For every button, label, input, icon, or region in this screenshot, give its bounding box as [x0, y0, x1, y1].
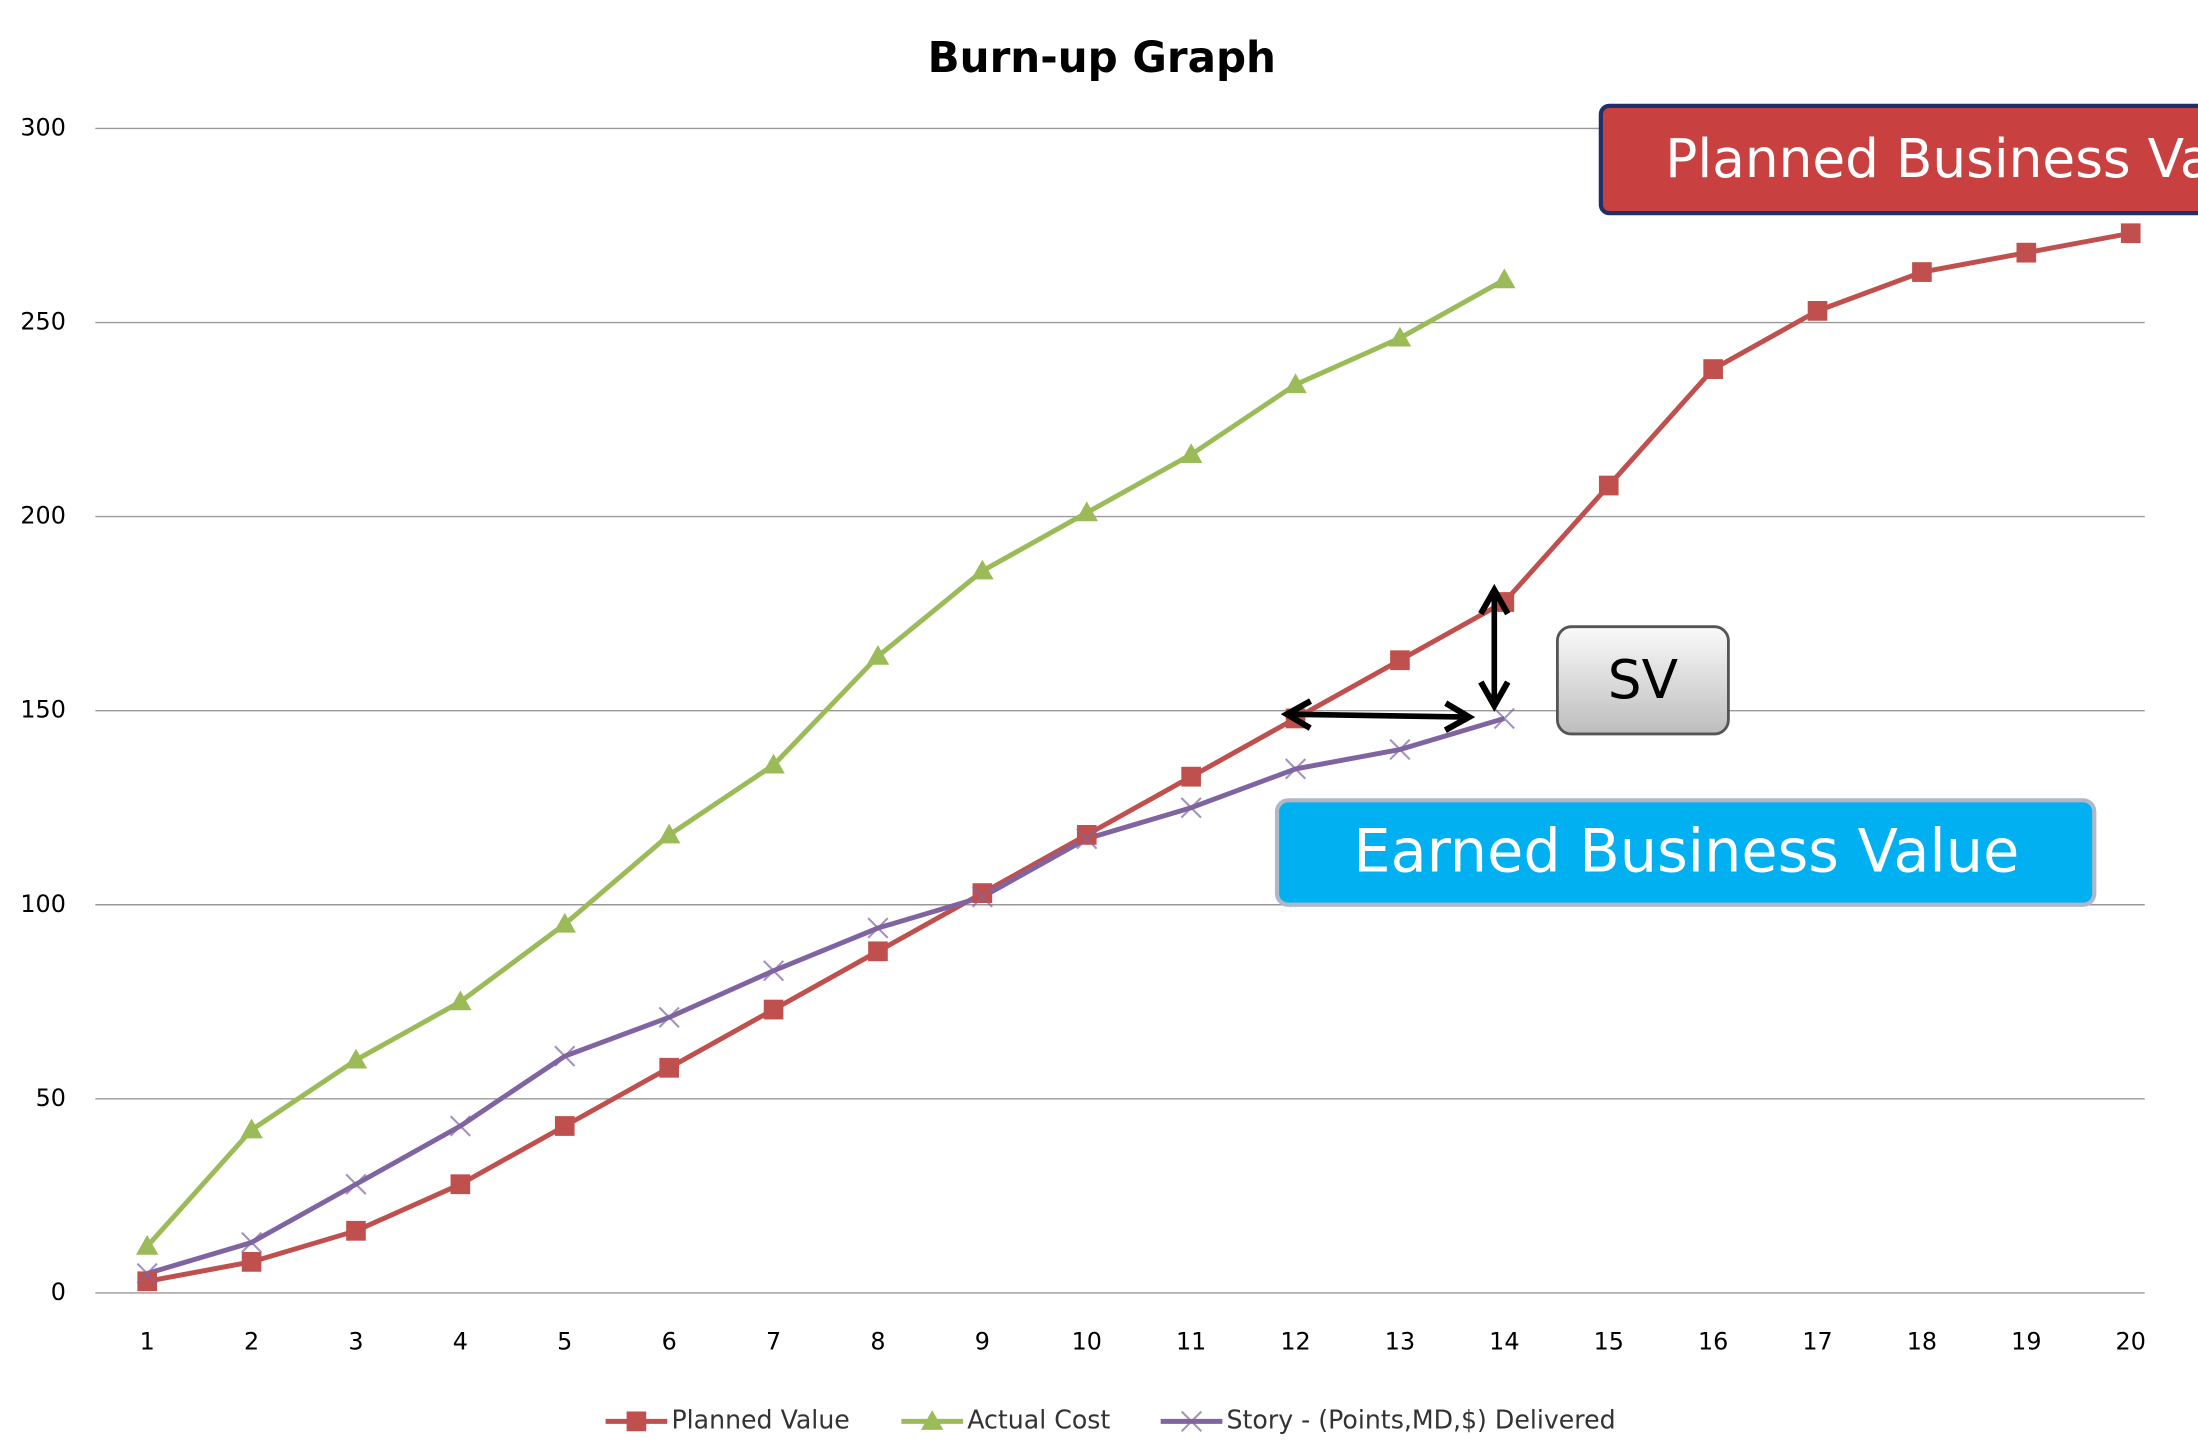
marker: [659, 1057, 679, 1078]
legend-item: Story - (Points,MD,$) Delivered: [1160, 1405, 1616, 1434]
marker: [136, 1262, 158, 1285]
x-tick-label: 19: [2011, 1327, 2041, 1355]
annotation-box: [1598, 103, 2198, 216]
marker: [241, 1231, 263, 1254]
marker: [1180, 797, 1202, 819]
series-line: [145, 277, 1506, 1248]
legend-label: Planned Value: [671, 1405, 849, 1434]
marker: [450, 1174, 471, 1195]
x-tick-label: 20: [2116, 1327, 2146, 1355]
marker: [1390, 650, 1410, 671]
x-tick-label: 17: [1802, 1327, 1832, 1355]
marker: [1388, 326, 1412, 347]
y-tick-label: 200: [20, 502, 65, 530]
x-tick-label: 9: [975, 1327, 990, 1355]
marker: [554, 1045, 576, 1067]
marker: [1912, 262, 1932, 282]
x-tick-label: 15: [1594, 1327, 1624, 1355]
marker: [657, 823, 681, 844]
annotation: SV: [1608, 648, 1679, 711]
marker: [553, 912, 576, 933]
marker: [1493, 268, 1516, 289]
series-line: [146, 716, 1506, 1276]
marker: [1075, 501, 1098, 522]
legend-item: Actual Cost: [901, 1405, 1110, 1434]
x-tick-label: 5: [557, 1327, 572, 1355]
marker: [971, 559, 994, 580]
y-tick-label: 250: [20, 307, 65, 335]
marker: [1076, 828, 1098, 850]
y-tick-label: 100: [20, 890, 65, 918]
annotation-box: [1274, 798, 2097, 907]
marker: [1076, 825, 1097, 845]
marker: [658, 1006, 680, 1028]
x-tick-label: 11: [1176, 1327, 1206, 1355]
legend: Planned Value Actual Cost Story - (Points,…: [605, 1405, 1616, 1434]
y-tick-label: 50: [36, 1084, 66, 1112]
marker: [135, 1235, 159, 1255]
marker: [1389, 738, 1411, 761]
x-tick-label: 12: [1280, 1327, 1310, 1355]
x-tick-label: 14: [1489, 1327, 1519, 1355]
legend-label: Story - (Points,MD,$) Delivered: [1227, 1405, 1616, 1434]
marker: [241, 1251, 262, 1272]
annotation: Earned Business Value: [1353, 816, 2019, 885]
x-tick-label: 16: [1698, 1327, 1728, 1355]
marker: [971, 886, 993, 908]
marker: [554, 1116, 575, 1136]
marker: [137, 1271, 157, 1292]
y-tick-label: 300: [20, 113, 65, 141]
marker: [972, 883, 993, 903]
x-tick-label: 7: [766, 1327, 781, 1355]
y-tick-label: 150: [20, 696, 65, 724]
marker: [2120, 223, 2141, 244]
x-tick-label: 13: [1385, 1327, 1415, 1355]
marker: [1807, 300, 1828, 321]
marker: [1494, 592, 1515, 612]
marker: [867, 917, 889, 939]
annotation-box: [1555, 625, 1730, 736]
marker: [763, 999, 784, 1020]
marker: [2016, 242, 2037, 263]
marker: [1703, 359, 1723, 379]
marker: [1181, 766, 1201, 787]
annotation: Planned Business Value: [1665, 127, 2198, 190]
annotations: Planned Business Value SV Earned Busines…: [1274, 103, 2198, 907]
marker: [866, 645, 890, 665]
marker: [1179, 443, 1203, 463]
legend-label: Actual Cost: [967, 1405, 1110, 1434]
legend-item: Planned Value: [605, 1405, 850, 1434]
x-tick-label: 18: [1907, 1327, 1937, 1355]
x-tick-label: 10: [1072, 1327, 1102, 1355]
marker: [345, 1173, 367, 1195]
marker: [762, 753, 785, 774]
y-tick-label: 0: [51, 1278, 66, 1306]
x-tick-label: 4: [453, 1327, 468, 1355]
legend-marker: [1180, 1410, 1203, 1432]
marker: [763, 960, 785, 982]
x-tick-label: 6: [662, 1327, 677, 1355]
x-tick-label: 3: [348, 1327, 363, 1355]
x-tick-label: 1: [140, 1327, 155, 1355]
x-tick-label: 8: [870, 1327, 885, 1355]
marker: [1284, 373, 1307, 394]
series-line: [146, 230, 2132, 1284]
legend-marker: [920, 1410, 944, 1430]
legend-marker: [626, 1411, 647, 1432]
chart-title: Burn-up Graph: [928, 33, 1276, 82]
series: [135, 223, 2141, 1292]
marker: [240, 1118, 263, 1139]
marker: [1284, 758, 1307, 780]
marker: [1598, 475, 1619, 496]
marker: [449, 990, 472, 1011]
arrow: [1280, 698, 1476, 733]
x-tick-label: 2: [244, 1327, 259, 1355]
marker: [344, 1048, 368, 1069]
marker: [346, 1220, 366, 1241]
marker: [868, 941, 888, 962]
marker: [449, 1115, 471, 1137]
